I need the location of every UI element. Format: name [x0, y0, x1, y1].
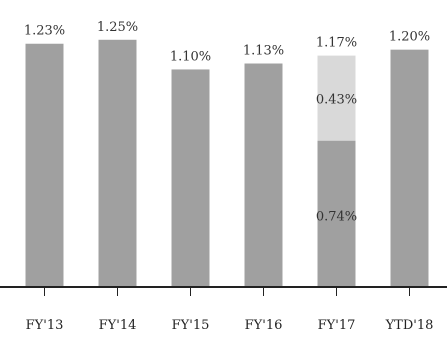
bar-fy-16-segment-0: [244, 63, 283, 288]
x-tick-label-fy-14: FY'14: [99, 318, 137, 333]
x-tick-label-fy-16: FY'16: [245, 318, 283, 333]
segment-label-fy-17-0: 0.74%: [316, 210, 357, 225]
bar-fy-17-segment-0: [317, 140, 356, 287]
total-label-fy-17: 1.17%: [316, 36, 357, 51]
bar-fy-13-segment-0: [25, 43, 64, 287]
total-label-fy-13: 1.23%: [24, 24, 65, 39]
bar-ytd-18-segment-0: [390, 49, 429, 287]
total-label-fy-14: 1.25%: [97, 20, 138, 35]
x-tick-label-ytd-18: YTD'18: [385, 318, 434, 333]
total-label-fy-15: 1.10%: [170, 49, 211, 64]
bars-group: [25, 39, 429, 288]
bar-fy-14-segment-0: [98, 39, 137, 288]
bar-fy-17-segment-1: [317, 55, 356, 141]
x-tick-label-fy-17: FY'17: [318, 318, 356, 333]
bar-fy-15-segment-0: [171, 69, 210, 287]
segment-label-fy-17-1: 0.43%: [316, 93, 357, 108]
x-ticks-group: FY'13 FY'14 FY'15 FY'16 FY'17 YTD'18: [26, 287, 434, 333]
x-tick-label-fy-13: FY'13: [26, 318, 64, 333]
total-label-fy-16: 1.13%: [243, 44, 284, 59]
x-tick-label-fy-15: FY'15: [172, 318, 210, 333]
total-label-ytd-18: 1.20%: [389, 30, 430, 45]
labels-group: 1.23% 1.25% 1.10% 1.13% 1.17% 0.43% 0.74% 1.20%: [24, 20, 430, 225]
